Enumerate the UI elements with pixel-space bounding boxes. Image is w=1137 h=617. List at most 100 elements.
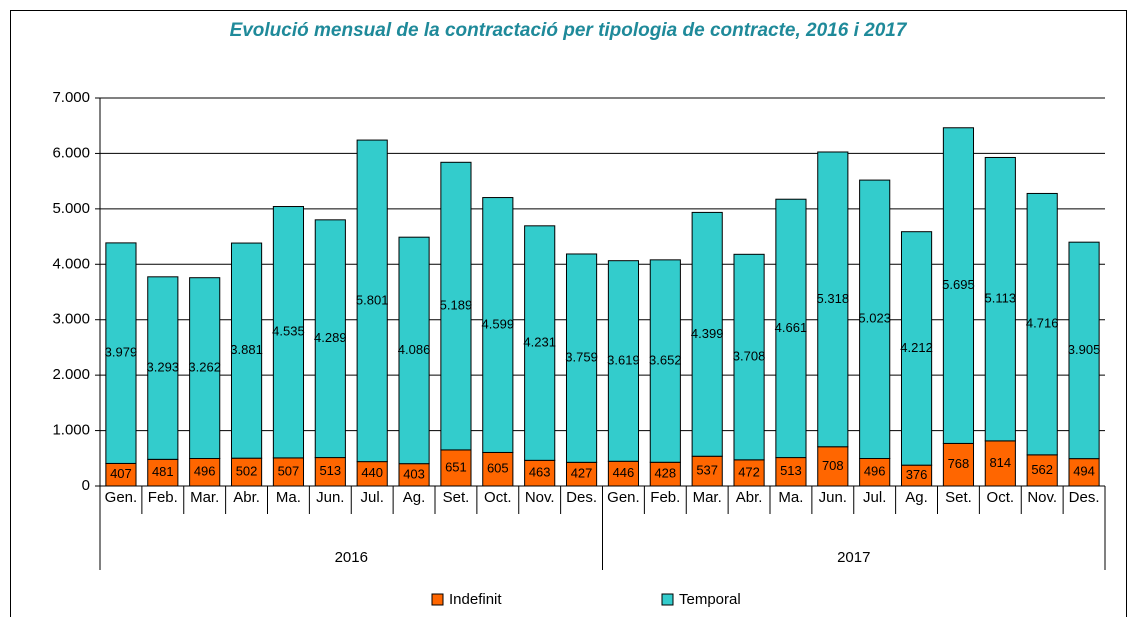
bar-segment <box>942 127 975 444</box>
data-label: 4.535 <box>272 324 305 339</box>
data-label: 3.905 <box>1068 342 1101 357</box>
x-tick-label: Jun. <box>316 489 344 506</box>
x-tick-label: Jun. <box>819 489 847 506</box>
x-tick-label: Ma. <box>778 489 803 506</box>
bar-segment <box>900 231 933 466</box>
bar-segment <box>189 458 221 487</box>
data-label: 496 <box>194 464 216 479</box>
legend-label: Indefinit <box>449 591 502 608</box>
data-label: 513 <box>780 463 802 478</box>
data-label: 428 <box>654 466 676 481</box>
data-label: 708 <box>822 458 844 473</box>
data-label: 5.023 <box>858 311 891 326</box>
bar-segment <box>775 198 807 459</box>
bar-segment <box>649 259 681 463</box>
x-tick-label: Feb. <box>148 489 178 506</box>
data-label: 5.695 <box>942 277 975 292</box>
data-label: 4.716 <box>1026 316 1059 331</box>
data-label: 3.759 <box>565 350 598 365</box>
data-label: 3.262 <box>188 360 221 375</box>
bar-segment <box>272 206 305 459</box>
bar-segment <box>775 457 807 487</box>
data-label: 5.801 <box>356 292 389 307</box>
data-label: 440 <box>361 465 383 480</box>
bar-segment <box>691 455 723 487</box>
data-label: 5.189 <box>440 298 473 313</box>
data-label: 407 <box>110 466 132 481</box>
bar-segment <box>440 449 472 487</box>
data-label: 4.212 <box>900 340 933 355</box>
data-label: 537 <box>696 463 718 478</box>
bar-segment <box>314 219 346 459</box>
data-label: 463 <box>529 465 551 480</box>
bar-segment <box>817 446 849 487</box>
data-label: 4.399 <box>691 326 724 341</box>
data-label: 4.599 <box>482 316 515 331</box>
bar-segment <box>984 440 1016 487</box>
bar-segment <box>942 442 975 487</box>
y-tick-label: 5.000 <box>52 200 90 217</box>
bar-segment <box>189 277 221 460</box>
x-tick-label: Ag. <box>905 489 928 506</box>
bar-segment <box>817 151 849 448</box>
data-label: 496 <box>864 464 886 479</box>
y-tick-label: 2.000 <box>52 366 90 383</box>
data-label: 513 <box>319 463 341 478</box>
x-tick-label: Gen. <box>105 489 138 506</box>
x-tick-label: Ag. <box>403 489 426 506</box>
bar-segment <box>984 156 1016 442</box>
x-tick-label: Ma. <box>276 489 301 506</box>
data-label: 651 <box>445 459 467 474</box>
x-tick-label: Oct. <box>484 489 512 506</box>
bar-segment <box>147 276 179 460</box>
legend-swatch <box>431 593 444 606</box>
x-tick-label: Mar. <box>190 489 219 506</box>
bar-segment <box>859 179 891 460</box>
data-label: 4.086 <box>398 342 431 357</box>
y-tick-label: 7.000 <box>52 89 90 106</box>
data-label: 446 <box>613 465 635 480</box>
data-label: 481 <box>152 464 174 479</box>
data-label: 3.881 <box>230 342 263 357</box>
x-tick-label: Feb. <box>650 489 680 506</box>
y-tick-label: 3.000 <box>52 311 90 328</box>
x-tick-label: Des. <box>566 489 597 506</box>
x-tick-label: Abr. <box>736 489 763 506</box>
bar-segment <box>565 253 598 463</box>
data-label: 3.979 <box>105 345 138 360</box>
data-label: 4.231 <box>523 335 556 350</box>
data-label: 4.289 <box>314 330 347 345</box>
x-tick-label: Jul. <box>361 489 384 506</box>
data-label: 494 <box>1073 464 1095 479</box>
data-label: 562 <box>1031 462 1053 477</box>
data-label: 507 <box>278 463 300 478</box>
group-label: 2016 <box>335 549 368 566</box>
x-tick-label: Nov. <box>525 489 555 506</box>
y-tick-label: 0 <box>82 477 90 494</box>
data-label: 472 <box>738 464 760 479</box>
bar-segment <box>733 253 765 461</box>
bar-segment <box>482 197 514 453</box>
x-tick-label: Set. <box>945 489 972 506</box>
data-label: 376 <box>906 467 928 482</box>
data-label: 3.293 <box>147 360 180 375</box>
data-label: 5.318 <box>817 291 850 306</box>
data-label: 605 <box>487 461 509 476</box>
x-tick-label: Abr. <box>233 489 260 506</box>
bar-segment <box>482 451 514 487</box>
y-tick-label: 1.000 <box>52 422 90 439</box>
x-tick-label: Gen. <box>607 489 640 506</box>
y-tick-label: 4.000 <box>52 255 90 272</box>
x-tick-label: Set. <box>443 489 470 506</box>
bar-segment <box>356 461 388 487</box>
data-label: 5.113 <box>985 291 1017 306</box>
bar-segment <box>607 260 640 462</box>
bar-segment <box>1068 241 1100 460</box>
y-tick-label: 6.000 <box>52 144 90 161</box>
bar-segment <box>440 161 472 451</box>
data-label: 3.652 <box>649 353 682 368</box>
data-label: 4.661 <box>775 320 808 335</box>
group-label: 2017 <box>837 549 870 566</box>
x-tick-label: Oct. <box>987 489 1015 506</box>
bar-segment <box>524 225 556 461</box>
